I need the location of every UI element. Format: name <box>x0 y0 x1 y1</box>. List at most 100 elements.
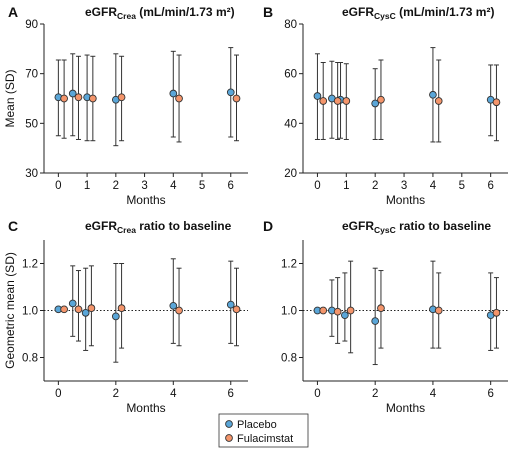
data-point <box>429 90 437 99</box>
data-point <box>434 97 443 105</box>
panel-title: eGFRCrea (mL/min/1.73 m²) <box>85 5 235 21</box>
data-point <box>117 93 126 102</box>
series-placebo <box>313 47 495 143</box>
x-tick-label: 4 <box>430 180 437 192</box>
series-fulacimstat <box>60 263 241 349</box>
panel-letter: D <box>263 218 273 234</box>
data-point <box>74 305 83 314</box>
data-point <box>226 300 235 309</box>
x-tick-label: 2 <box>372 180 378 192</box>
y-tick-label: 20 <box>284 168 297 180</box>
series-fulacimstat <box>60 54 241 143</box>
legend: Placebo Fulacimstat <box>218 413 309 448</box>
data-point <box>81 309 90 317</box>
series-placebo <box>54 47 235 147</box>
data-point <box>492 309 501 317</box>
y-tick-label: 1.2 <box>281 259 297 271</box>
data-point <box>371 99 380 108</box>
data-point <box>60 305 68 314</box>
panel-title: eGFRCrea ratio to baseline <box>85 219 232 235</box>
legend-marker-placebo <box>225 420 233 428</box>
x-tick-label: 5 <box>459 180 465 192</box>
data-point <box>232 94 241 103</box>
data-point <box>333 97 342 105</box>
data-point <box>117 304 126 313</box>
data-point <box>319 306 328 315</box>
panel-letter: A <box>8 4 18 20</box>
data-point <box>434 306 443 315</box>
title-main: eGFR <box>85 219 117 233</box>
x-axis-label: Months <box>126 401 165 415</box>
x-tick-label: 2 <box>113 388 119 400</box>
y-tick-label: 1.0 <box>281 306 297 318</box>
data-point <box>60 94 68 103</box>
panel-letter: B <box>263 4 273 20</box>
legend-label-fulacimstat: Fulacimstat <box>237 433 293 445</box>
series-fulacimstat <box>319 260 501 354</box>
x-tick-label: 0 <box>55 388 61 400</box>
x-tick-label: 4 <box>430 388 437 400</box>
y-tick-label: 50 <box>25 118 38 130</box>
data-point <box>232 305 241 314</box>
x-tick-label: 1 <box>84 180 90 192</box>
x-tick-label: 2 <box>113 180 119 192</box>
y-axis-label: Geometric mean (SD) <box>3 252 17 369</box>
data-point <box>175 94 183 103</box>
title-rest: ratio to baseline <box>136 219 232 233</box>
data-point <box>175 306 183 315</box>
data-point <box>169 301 178 310</box>
x-tick-label: 0 <box>314 388 320 400</box>
title-subscript: Crea <box>117 11 136 21</box>
title-main: eGFR <box>342 5 374 19</box>
y-tick-label: 0.8 <box>281 353 297 365</box>
y-tick-label: 90 <box>25 19 38 31</box>
title-subscript: CysC <box>374 11 396 21</box>
title-rest: (mL/min/1.73 m²) <box>396 5 495 19</box>
x-tick-label: 0 <box>314 180 320 192</box>
data-point <box>226 88 235 97</box>
data-point <box>377 304 385 313</box>
data-point <box>346 306 355 315</box>
data-point <box>87 304 96 313</box>
series-fulacimstat <box>319 59 501 143</box>
x-tick-label: 4 <box>170 388 177 400</box>
y-tick-label: 80 <box>284 19 297 31</box>
x-axis-label: Months <box>126 193 165 207</box>
x-tick-label: 4 <box>170 180 177 192</box>
x-tick-label: 1 <box>343 180 349 192</box>
legend-label-placebo: Placebo <box>237 419 277 431</box>
y-tick-label: 1.0 <box>22 306 38 318</box>
x-tick-label: 6 <box>487 180 493 192</box>
data-point <box>88 94 97 103</box>
x-tick-label: 2 <box>372 388 378 400</box>
data-point <box>342 97 351 105</box>
title-rest: (mL/min/1.73 m²) <box>136 5 235 19</box>
legend-box <box>218 413 309 448</box>
y-tick-label: 40 <box>284 118 297 130</box>
data-point <box>492 98 501 107</box>
data-point <box>319 97 328 105</box>
data-point <box>341 311 349 320</box>
y-tick-label: 30 <box>25 168 38 180</box>
y-axis-label: Mean (SD) <box>3 69 17 127</box>
x-tick-label: 3 <box>141 180 147 192</box>
title-main: eGFR <box>85 5 117 19</box>
y-tick-label: 1.2 <box>22 259 38 271</box>
panel-title: eGFRCysC (mL/min/1.73 m²) <box>342 5 494 21</box>
x-tick-label: 5 <box>199 180 205 192</box>
x-axis-label: Months <box>386 401 425 415</box>
data-point <box>333 307 342 316</box>
title-main: eGFR <box>342 219 374 233</box>
data-point <box>169 89 178 98</box>
x-tick-label: 6 <box>487 388 493 400</box>
y-tick-label: 0.8 <box>22 353 38 365</box>
title-subscript: CysC <box>374 225 396 235</box>
data-point <box>313 92 322 100</box>
data-point <box>68 299 77 308</box>
x-tick-label: 6 <box>228 388 234 400</box>
